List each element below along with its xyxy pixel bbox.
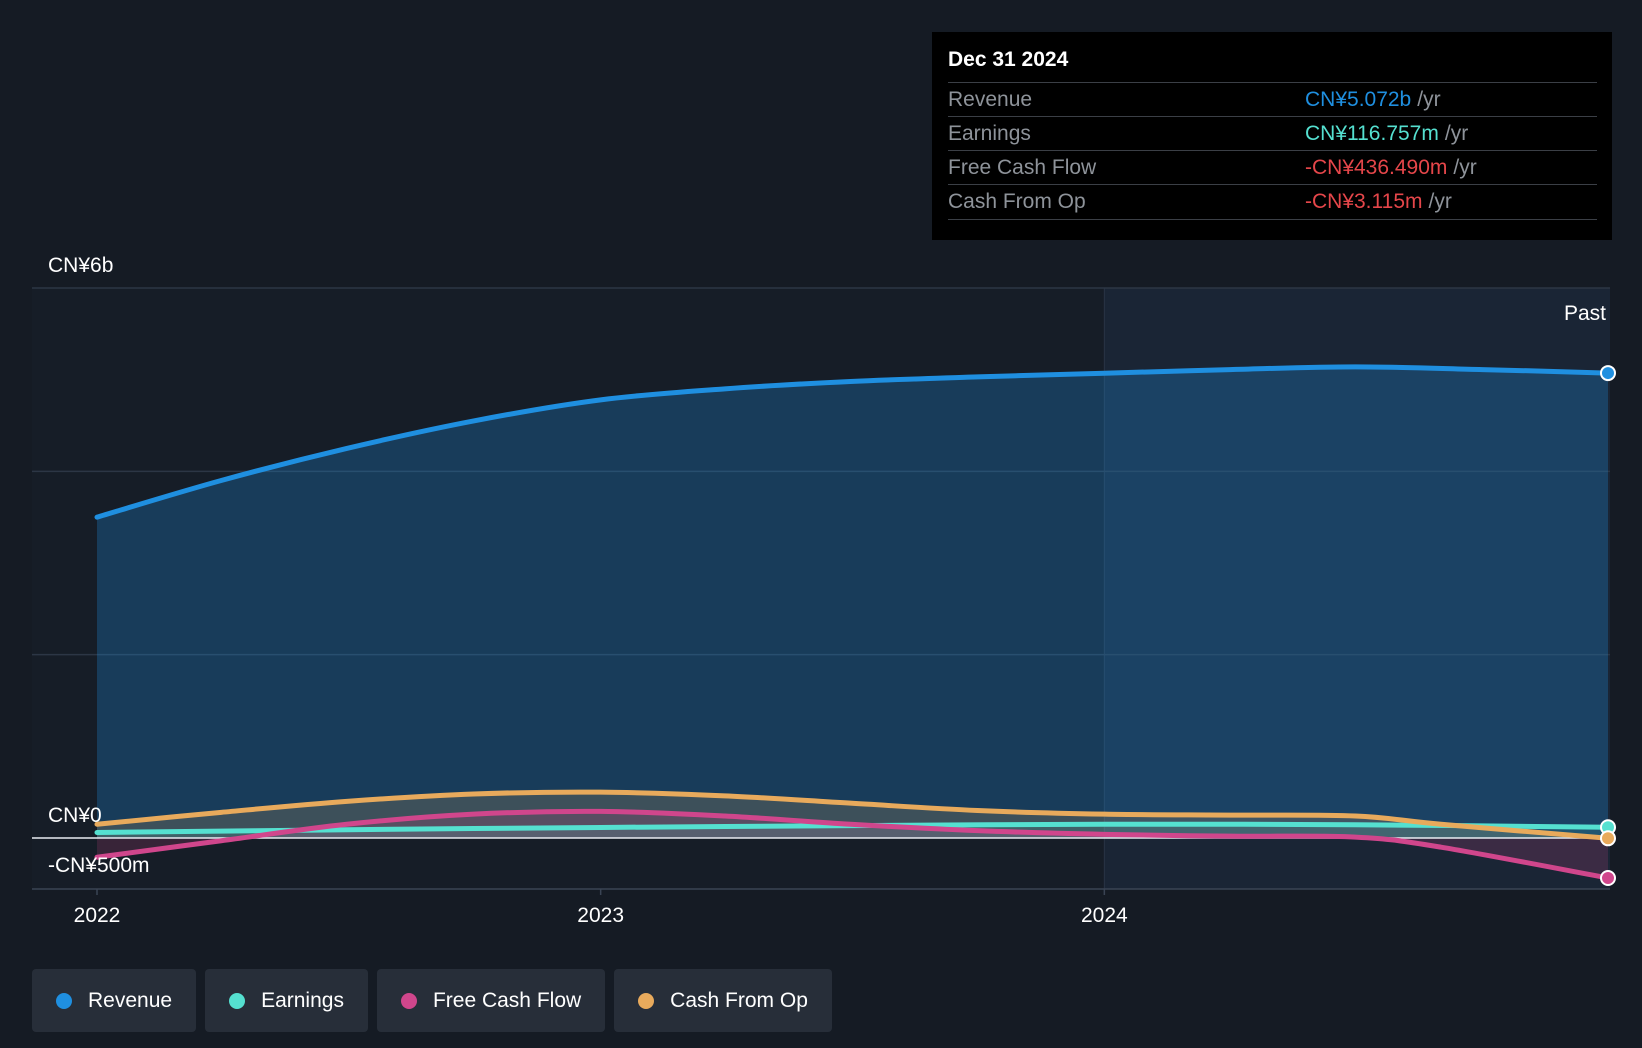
tooltip-row-revenue: Revenue CN¥5.072b/yr: [948, 82, 1597, 117]
legend-item-revenue[interactable]: Revenue: [32, 969, 197, 1032]
legend-item-earnings[interactable]: Earnings: [205, 969, 368, 1032]
tooltip-value: CN¥116.757m/yr: [1305, 122, 1468, 146]
x-tick-label: 2024: [1081, 904, 1128, 927]
tooltip-row-earnings: Earnings CN¥116.757m/yr: [948, 116, 1597, 151]
tooltip-value-text: CN¥116.757m: [1305, 122, 1439, 145]
tooltip-unit: /yr: [1417, 88, 1441, 111]
y-tick-label: CN¥6b: [48, 254, 113, 277]
tooltip-value-text: CN¥5.072b: [1305, 88, 1412, 111]
legend-label: Free Cash Flow: [432, 988, 582, 1012]
tooltip-label: Cash From Op: [948, 190, 1086, 213]
tooltip-row-free-cash-flow: Free Cash Flow -CN¥436.490m/yr: [948, 150, 1597, 185]
plot-background: [32, 288, 1105, 889]
tooltip-value: -CN¥436.490m/yr: [1305, 156, 1477, 180]
free-cash-flow-end-marker: [1600, 870, 1616, 887]
tooltip-unit: /yr: [1453, 156, 1477, 179]
cash-from-op-dot-icon: [638, 992, 655, 1009]
y-tick-label: CN¥0: [48, 804, 102, 827]
cash-from-op-line: [94, 789, 1611, 841]
free-cash-flow-dot-icon: [400, 992, 417, 1009]
legend-item-cash-from-op[interactable]: Cash From Op: [614, 969, 832, 1032]
tooltip-row-cash-from-op: Cash From Op -CN¥3.115m/yr: [948, 184, 1597, 220]
tooltip-date: Dec 31 2024: [948, 48, 1069, 71]
tooltip-label: Free Cash Flow: [948, 156, 1097, 179]
past-region: [1104, 288, 1610, 889]
revenue-end-marker: [1600, 365, 1616, 382]
tooltip-label: Earnings: [948, 122, 1031, 145]
legend-label: Revenue: [88, 988, 173, 1012]
tooltip-value-text: -CN¥3.115m: [1305, 190, 1423, 213]
tooltip-unit: /yr: [1428, 190, 1452, 213]
tooltip-label: Revenue: [948, 88, 1033, 111]
tooltip-value: -CN¥3.115m/yr: [1305, 190, 1452, 214]
x-tick-label: 2022: [74, 904, 121, 927]
tooltip-value: CN¥5.072b/yr: [1305, 88, 1441, 112]
tooltip-unit: /yr: [1444, 122, 1469, 145]
legend: Revenue Earnings Free Cash Flow Cash Fro…: [32, 969, 832, 1032]
legend-item-free-cash-flow[interactable]: Free Cash Flow: [376, 969, 606, 1032]
past-label: Past: [1564, 302, 1606, 325]
free-cash-flow-line: [94, 808, 1611, 881]
revenue-line: [94, 364, 1611, 520]
revenue-dot-icon: [56, 992, 72, 1009]
revenue-area: [97, 366, 1608, 838]
legend-label: Earnings: [261, 988, 344, 1012]
y-tick-label: -CN¥500m: [48, 854, 150, 877]
tooltip: Dec 31 2024 Revenue CN¥5.072b/yr Earning…: [932, 32, 1612, 240]
legend-label: Cash From Op: [670, 988, 808, 1012]
tooltip-value-text: -CN¥436.490m: [1305, 156, 1448, 179]
x-tick-label: 2023: [577, 904, 624, 927]
earnings-dot-icon: [229, 992, 246, 1009]
cash-from-op-end-marker: [1600, 830, 1616, 847]
